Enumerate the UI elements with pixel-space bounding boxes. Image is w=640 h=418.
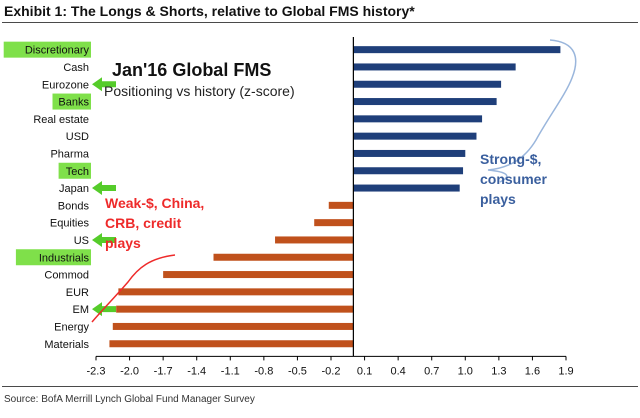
x-tick-label: -2.3 [87, 365, 106, 377]
category-label-pharma: Pharma [50, 148, 89, 160]
longs-annotation-line-1: Strong-$, [480, 151, 541, 167]
x-tick-label: 0.4 [390, 365, 405, 377]
highlight-industrials [15, 249, 91, 266]
highlight-discretionary [3, 41, 92, 58]
bar-materials [109, 340, 354, 348]
shorts-annotation-line-3: plays [105, 235, 141, 251]
x-tick-label: 1.6 [525, 365, 540, 377]
longs-annotation-line-3: plays [480, 191, 516, 207]
shorts-bracket [91, 254, 176, 323]
category-label-discretionary: Discretionary [25, 45, 90, 57]
x-tick-label: -2.0 [120, 365, 139, 377]
arrow-icon-eurozone [92, 77, 116, 92]
longs-bracket [487, 39, 577, 183]
x-tick-label: 0.1 [357, 365, 372, 377]
x-tick-label: -0.2 [322, 365, 341, 377]
shorts-annotation-line-2: CRB, credit [105, 215, 182, 231]
category-label-us: US [74, 235, 89, 247]
arrow-icon-us [92, 232, 116, 247]
bar-eur [118, 288, 354, 296]
bars [109, 46, 561, 348]
longs-annotation-line-2: consumer [480, 171, 547, 187]
category-label-materials: Materials [44, 339, 89, 351]
bar-energy [112, 322, 354, 330]
category-label-bonds: Bonds [58, 200, 90, 212]
bar-equities [314, 219, 354, 227]
category-label-cash: Cash [63, 62, 89, 74]
bar-eurozone [353, 80, 502, 88]
bar-pharma [353, 149, 466, 157]
bar-bonds [328, 201, 354, 209]
category-label-energy: Energy [54, 321, 89, 333]
x-tick-label: 1.3 [491, 365, 506, 377]
category-labels: Discretionary Cash Eurozone Banks Real estat… [3, 41, 116, 351]
title-rule [2, 22, 638, 23]
chart-title: Jan'16 Global FMS [112, 60, 271, 80]
bar-em [116, 305, 354, 313]
category-label-eur: EUR [66, 287, 89, 299]
bar-us [275, 236, 354, 244]
category-label-industrials: Industrials [39, 252, 90, 264]
bar-banks [353, 98, 497, 106]
bar-cash [353, 63, 516, 71]
bar-tech [353, 167, 464, 175]
source-note: Source: BofA Merrill Lynch Global Fund M… [4, 394, 255, 405]
x-tick-label: -1.7 [154, 365, 173, 377]
x-tick-label: -0.8 [254, 365, 273, 377]
bar-discretionary [353, 46, 561, 54]
bar-usd [353, 132, 477, 140]
bar-real-estate [353, 115, 483, 123]
category-label-tech: Tech [66, 166, 89, 178]
category-label-equities: Equities [50, 218, 90, 230]
category-label-commod: Commod [44, 270, 89, 282]
category-label-em: EM [73, 304, 90, 316]
category-label-eurozone: Eurozone [42, 79, 89, 91]
x-tick-label: -1.4 [187, 365, 206, 377]
x-tick-label: -0.5 [288, 365, 307, 377]
source-rule [2, 386, 638, 387]
arrow-icon-japan [92, 181, 116, 196]
category-label-banks: Banks [58, 97, 89, 109]
x-tick-label: 1.9 [558, 365, 573, 377]
category-label-japan: Japan [59, 183, 89, 195]
x-tick-label: 1.0 [458, 365, 473, 377]
category-label-usd: USD [66, 131, 89, 143]
category-label-real-estate: Real estate [33, 114, 89, 126]
x-tick-label: -1.1 [221, 365, 240, 377]
bar-industrials [213, 253, 354, 261]
exhibit-title: Exhibit 1: The Longs & Shorts, relative … [4, 3, 415, 19]
x-axis-ticks: -2.3 -2.0 -1.7 -1.4 -1.1 -0.8 -0.5 -0.2 0.1 0.4 0.… [87, 356, 574, 377]
shorts-annotation-line-1: Weak-$, China, [105, 195, 204, 211]
chart-subtitle: Positioning vs history (z-score) [104, 83, 295, 99]
x-tick-label: 0.7 [424, 365, 439, 377]
bar-japan [353, 184, 460, 192]
bar-commod [163, 271, 354, 279]
highlight-banks [52, 93, 91, 110]
highlight-tech [58, 162, 91, 179]
